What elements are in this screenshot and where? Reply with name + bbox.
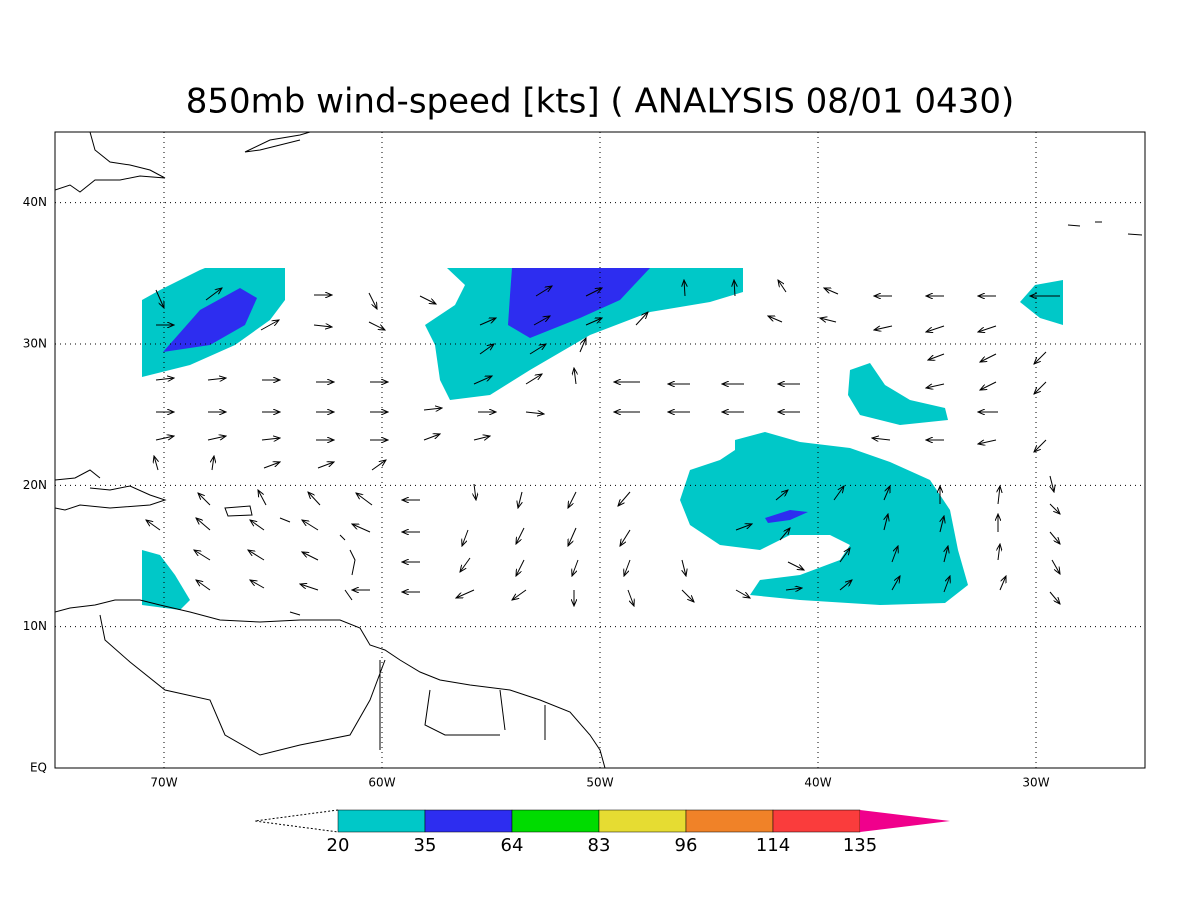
lon-label: 50W [586,776,613,790]
colorbar-segment [337,809,426,833]
lat-label: 40N [23,195,47,209]
coastlines [55,132,1143,768]
lat-label: EQ [30,761,47,775]
lat-label: 20N [23,478,47,492]
colorbar-label: 135 [843,835,877,856]
lat-label: 30N [23,337,47,351]
colorbar-label: 35 [414,835,437,856]
colorbar-label: 20 [327,835,350,856]
shade-area [680,432,968,605]
coastline [55,469,356,616]
map-title: 850mb wind-speed [kts] ( ANALYSIS 08/01 … [186,82,1014,122]
colorbar-label: 96 [675,835,698,856]
tick-labels: 70W 60W 50W 40W 30W EQ 10N 20N 30N 40N [23,195,1050,789]
map-frame [54,131,1146,769]
shade-area [1020,280,1063,325]
wind-shading [142,268,1063,610]
colorbar-label: 64 [501,835,524,856]
lon-label: 70W [150,776,177,790]
shade-area [142,550,190,610]
colorbar-segment [772,809,861,833]
shade-area [765,510,808,523]
colorbar-label: 83 [588,835,611,856]
colorbar-segment [598,809,687,833]
wind-vectors [146,280,1060,606]
border [99,614,546,756]
lon-label: 40W [804,776,831,790]
coastline [55,599,606,768]
grid [55,132,1145,768]
lon-label: 30W [1022,776,1049,790]
shade-area [163,288,257,352]
coastline [55,132,1143,236]
colorbar-segment [685,809,774,833]
colorbar-segment [511,809,600,833]
colorbar-extend-high [860,810,950,832]
colorbar-segment [424,809,513,833]
colorbar-extend-low [254,809,339,833]
colorbar: 20 35 64 83 96 114 135 [254,809,950,856]
colorbar-label: 114 [756,835,790,856]
shade-area [848,363,948,425]
lat-label: 10N [23,619,47,633]
shade-area [425,268,743,400]
lon-label: 60W [368,776,395,790]
